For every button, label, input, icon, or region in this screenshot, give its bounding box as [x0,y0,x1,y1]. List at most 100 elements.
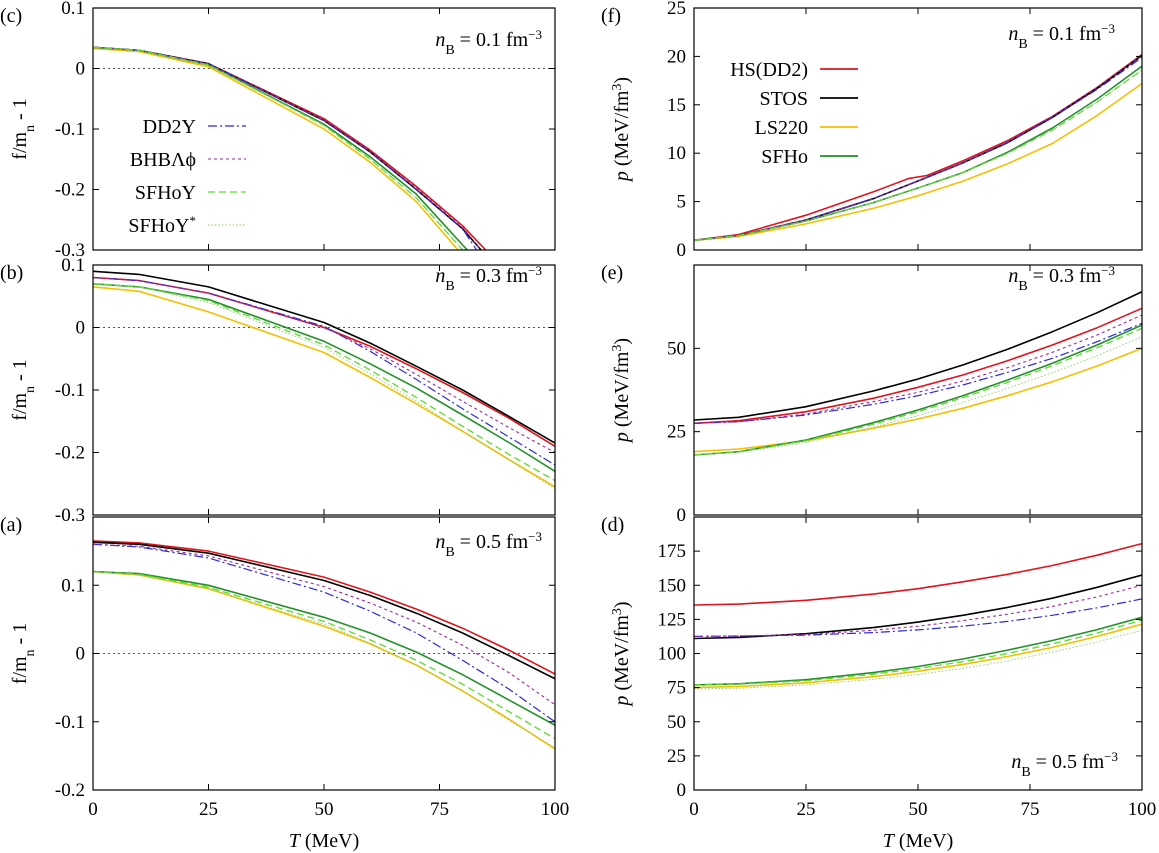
series-line-sfhoy [694,619,1142,686]
series-line-sfhoy [93,283,555,482]
y-tick-label: -0.3 [55,505,85,526]
y-tick-label: 10 [667,143,686,164]
legend-label: STOS [759,88,808,110]
series-line-bhblphi [93,46,482,250]
y-tick-label: -0.2 [55,780,85,801]
y-tick-label: 50 [667,338,686,359]
series-line-ls220 [93,286,555,488]
y-axis-label: f/mn - 1 [9,623,38,684]
series-line-ls220 [694,623,1142,689]
y-tick-label: 25 [667,0,686,19]
series-group [694,542,1142,690]
x-tick-label: 100 [1128,799,1157,820]
series-group [93,540,555,750]
y-tick-label: -0.2 [55,443,85,464]
y-tick-label: -0.2 [55,180,85,201]
legend-label: SFHo [761,146,808,168]
series-line-ls220 [93,570,555,750]
series-line-dd2y [93,276,555,466]
panel-label: (c) [0,5,22,27]
x-tick-label: 25 [797,799,816,820]
legend-nucleonic: HS(DD2) STOS LS220 SFHo [730,59,858,168]
series-line-sfho [694,616,1142,686]
y-tick-label: 0 [76,318,86,339]
legend-hyperonic: DD2Y BHBΛϕ SFHoY SFHoY* [128,116,246,237]
x-tick-label: 75 [430,799,449,820]
density-annotation: nB = 0.5 fm−3 [435,529,542,560]
y-tick-label: 0 [677,505,687,526]
series-line-stos [694,574,1142,640]
series-line-stos [93,270,555,444]
series-line-ls220 [93,47,459,250]
density-annotation: nB = 0.3 fm−3 [1008,263,1115,294]
series-line-dd2y [694,56,1142,241]
series-line-dd2y [694,598,1142,638]
series-group [93,46,487,250]
panel-f: 0 5 10 15 20 25 (f) p (MeV/fm3) nB = 0.1 fm−3 [601,0,1143,261]
panel-label: (e) [601,262,623,284]
legend-label: LS220 [755,117,808,139]
series-line-hsdd2 [93,540,555,675]
y-tick-label: 100 [658,644,687,665]
y-tick-label: 175 [658,541,687,562]
series-line-sfhoy [93,570,555,740]
y-tick-label: 0.1 [61,0,85,19]
y-tick-label: 0.1 [61,255,85,276]
density-annotation: nB = 0.5 fm−3 [1011,749,1118,780]
series-line-hsdd2 [694,53,1142,242]
series-line-sfho [694,324,1142,456]
series-line-hsdd2 [694,542,1142,606]
series-line-stos [93,541,555,680]
series-line-ls220 [694,82,1142,242]
x-tick-label: 0 [689,799,699,820]
series-line-bhblphi [93,276,555,453]
y-axis-label: p (MeV/fm3) [610,338,634,444]
series-line-sfhoystar [93,46,463,250]
series-line-bhblphi [694,314,1142,424]
series-line-sfhoystar [694,69,1142,241]
series-line-sfhoystar [93,571,555,749]
series-group [694,290,1142,456]
y-tick-label: 20 [667,46,686,67]
y-tick-label: -0.1 [55,119,85,140]
y-tick-label: 150 [658,575,687,596]
x-tick-label: 50 [909,799,928,820]
series-line-sfhoystar [694,629,1142,690]
density-annotation: nB = 0.1 fm−3 [435,27,542,58]
y-axis-label: f/mn - 1 [9,98,38,159]
series-line-sfho [93,283,555,472]
density-annotation: nB = 0.3 fm−3 [435,263,542,294]
y-tick-label: 0 [677,240,687,261]
y-tick-label: 0 [76,644,86,665]
plot-frame [693,264,1143,516]
series-line-sfhoy [694,69,1142,241]
legend-label: BHBΛϕ [130,149,196,171]
panel-b: -0.3 -0.2 -0.1 0 0.1 (b) f/mn - 1 nB = 0.3 fm−3 [0,255,556,526]
legend-label: SFHoY [135,182,196,204]
plot-frame [693,516,1143,791]
series-line-dd2y [93,543,555,723]
series-line-sfhoy [694,327,1142,456]
series-line-bhblphi [93,543,555,706]
y-tick-label: 25 [667,422,686,443]
y-tick-label: 125 [658,609,687,630]
y-tick-label: 25 [667,746,686,767]
legend-label: HS(DD2) [730,59,808,81]
x-tick-label: 75 [1021,799,1040,820]
y-tick-label: 50 [667,712,686,733]
y-tick-label: -0.1 [55,712,85,733]
panel-label: (a) [0,514,22,536]
x-tick-label: 100 [541,799,570,820]
y-tick-label: 5 [677,192,687,213]
series-line-hsdd2 [93,276,555,447]
series-line-stos [694,290,1142,421]
series-line-sfhoystar [93,283,555,490]
y-tick-label: 0 [76,59,86,80]
y-axis-label: p (MeV/fm3) [610,601,634,707]
series-line-ls220 [694,347,1142,453]
panel-label: (f) [601,5,621,27]
panel-label: (b) [0,262,23,284]
x-tick-label: 25 [199,799,218,820]
y-axis-label: p (MeV/fm3) [610,77,634,183]
